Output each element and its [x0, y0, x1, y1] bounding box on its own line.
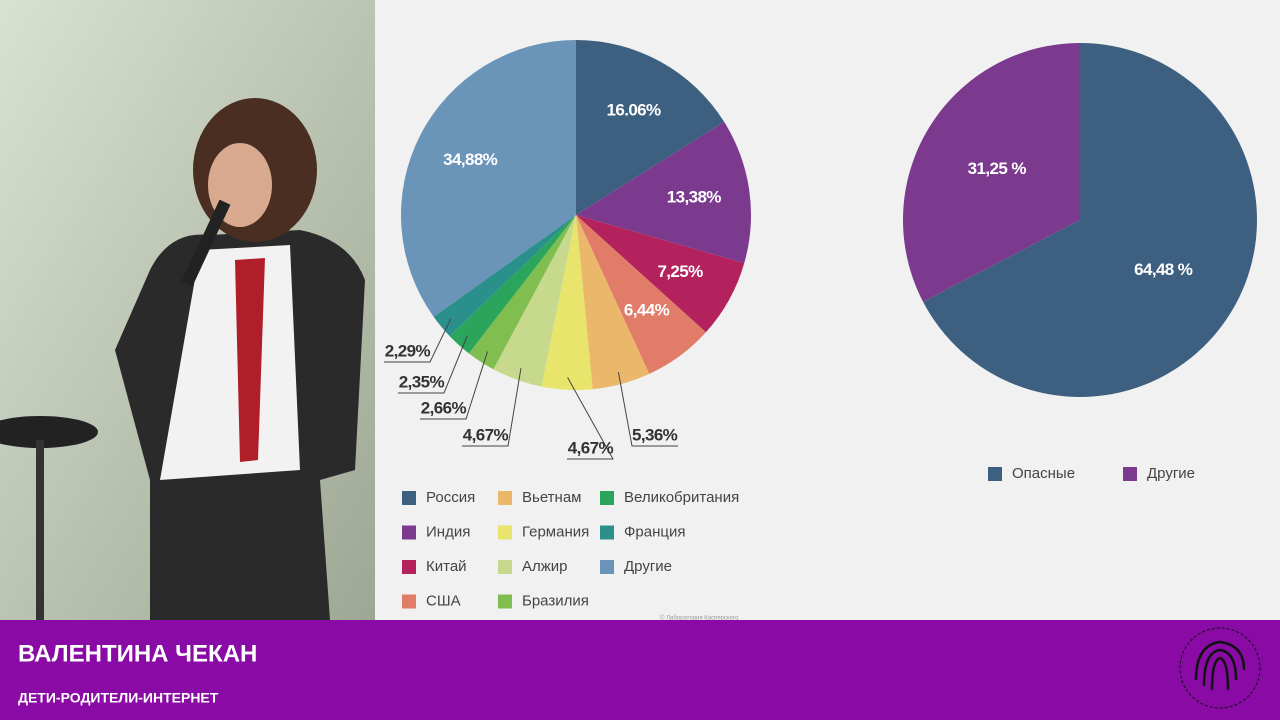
legend-swatch [402, 594, 416, 609]
legend-swatch [600, 525, 614, 540]
talk-title: ДЕТИ-РОДИТЕЛИ-ИНТЕРНЕТ [18, 690, 219, 706]
legend-swatch [402, 560, 416, 574]
legend-label: Другие [1147, 465, 1195, 482]
legend-label: Опасные [1012, 465, 1075, 482]
slice-label: 6,44% [624, 300, 670, 319]
logo [1179, 627, 1261, 709]
legend-label: США [426, 592, 461, 609]
speaker-video [0, 0, 375, 620]
pie-slice [433, 215, 576, 337]
pie-slice [576, 121, 751, 264]
legend-swatch [600, 491, 614, 505]
legend-label: Алжир [522, 558, 568, 575]
pie-slice [449, 215, 576, 354]
pie-slice [576, 40, 725, 215]
slice-label: 4,67% [568, 438, 614, 457]
slice-label: 2,29% [385, 341, 431, 360]
pie-slice [903, 43, 1080, 302]
legend-swatch [988, 467, 1002, 481]
legend-label: Другие [624, 558, 672, 575]
pie-slice [493, 215, 576, 387]
speaker-name: ВАЛЕНТИНА ЧЕКАН [18, 640, 257, 667]
slice-label: 31,25 % [968, 159, 1027, 178]
slice-label: 4,67% [463, 425, 509, 444]
legend-swatch [402, 525, 416, 540]
pie-slice [923, 43, 1257, 397]
slice-label: 64,48 % [1134, 260, 1193, 279]
leader-line [398, 335, 468, 394]
leader-line [462, 368, 522, 447]
pie-slice [576, 215, 706, 374]
leader-line [617, 372, 678, 447]
lower-third [0, 620, 1280, 720]
legend-swatch [1123, 467, 1137, 481]
slice-label: 7,25% [657, 262, 703, 281]
pie-slice [576, 215, 650, 390]
legend-label: Франция [624, 523, 685, 540]
legend-swatch [498, 594, 512, 609]
legend-label: Великобритания [624, 489, 739, 506]
legend-label: Китай [426, 558, 467, 575]
legend-swatch [600, 560, 614, 574]
slice-label: 16.06% [606, 100, 661, 119]
pie-slice [468, 215, 576, 370]
leader-line [420, 351, 488, 420]
legend-swatch [498, 491, 512, 505]
leader-line [384, 318, 452, 363]
legend-label: Германия [522, 523, 589, 540]
pie-slice [576, 215, 745, 333]
source: © Лаборатория Касперского [660, 615, 739, 622]
leader-line [567, 377, 614, 460]
slice-label: 5,36% [632, 425, 678, 444]
legend-label: Вьетнам [522, 489, 581, 506]
slice-label: 2,35% [399, 372, 445, 391]
slice-label: 34,88% [443, 150, 498, 169]
slice-label: 2,66% [421, 398, 467, 417]
legend-label: Бразилия [522, 592, 589, 609]
pie-slice [541, 215, 593, 390]
slice-label: 13,38% [667, 188, 722, 207]
legend-label: Индия [426, 523, 470, 540]
legend-swatch [498, 560, 512, 574]
pie-slice [401, 40, 576, 317]
legend-label: Россия [426, 489, 475, 506]
legend-swatch [498, 525, 512, 540]
legend-swatch [402, 491, 416, 505]
